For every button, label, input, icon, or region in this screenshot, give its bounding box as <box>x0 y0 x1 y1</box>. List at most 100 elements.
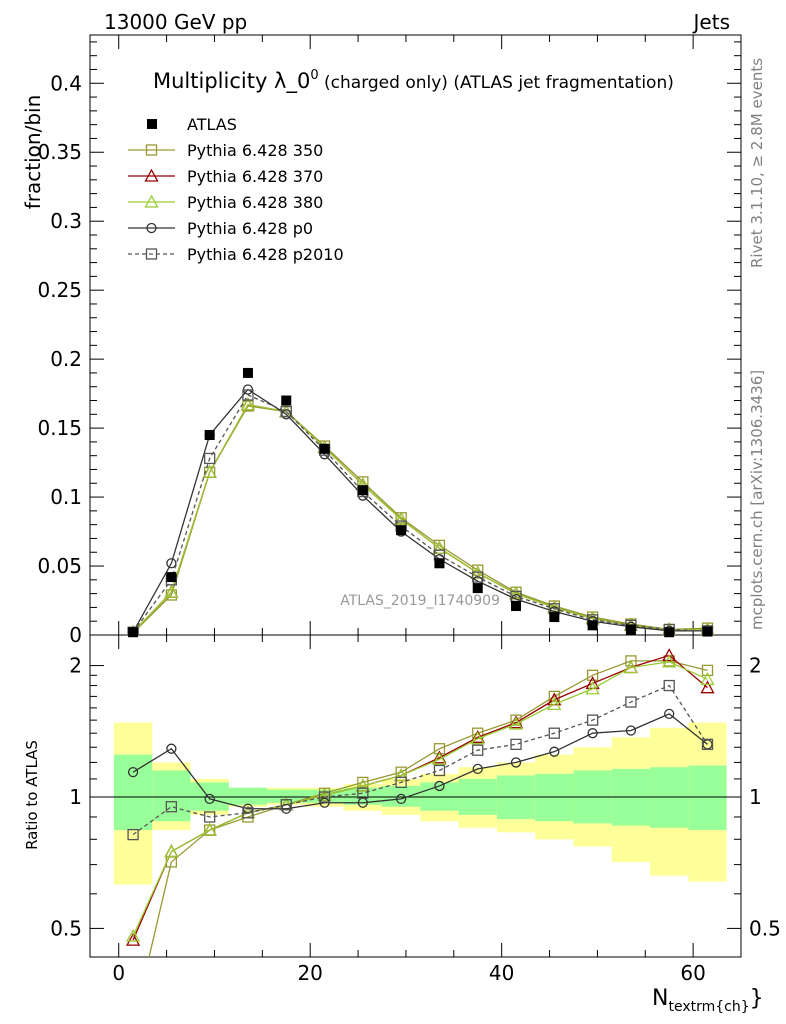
series-ratio-point <box>508 716 524 730</box>
legend-marker <box>144 194 159 208</box>
series-ratio-point <box>625 655 637 667</box>
top-y-tick-label: 0.35 <box>37 140 82 164</box>
series-layer <box>125 384 715 957</box>
series-ratio-point <box>510 757 522 768</box>
series-ratio-point <box>164 844 179 858</box>
series-ratio-point <box>472 763 483 775</box>
series-ratio-point <box>663 679 675 692</box>
series-ratio-point <box>355 778 370 792</box>
atlas-data-point <box>319 443 330 454</box>
top-y-tick-label: 0.15 <box>37 416 82 440</box>
legend-marker <box>145 144 158 156</box>
atlas-data-point <box>587 620 598 631</box>
series-ratio-point <box>701 738 714 751</box>
atlas-data-point <box>434 558 445 569</box>
inner-band-bin <box>688 765 727 831</box>
series-ratio-point <box>510 738 522 751</box>
series-ratio-point <box>319 797 330 808</box>
legend-label-p2010: Pythia 6.428 p2010 <box>187 245 344 264</box>
inner-band-bin <box>152 770 191 822</box>
series-ratio-point <box>127 766 139 778</box>
series-ratio-point <box>318 791 331 803</box>
series-ratio-point <box>623 660 638 674</box>
inner-band-bin <box>228 787 268 805</box>
bottom-y-axis-label: Ratio to ATLAS <box>23 740 41 850</box>
top-y-tick-label: 0.2 <box>50 347 82 371</box>
top-y-axis-label: fraction/bin <box>21 95 45 210</box>
series-ratio-point <box>664 708 675 720</box>
series-point <box>394 511 409 525</box>
ratio-y-tick-label: 1 <box>69 785 82 809</box>
ratio-y-tick-label-right: 1 <box>749 785 762 809</box>
atlas-data-point <box>242 367 253 378</box>
atlas-data-point <box>204 430 215 440</box>
series-ratio-point <box>548 690 560 703</box>
series-ratio-point <box>700 680 715 694</box>
atlas-data-point <box>396 525 407 536</box>
top-y-tick-label: 0.3 <box>50 209 82 233</box>
series-ratio-point <box>586 714 599 726</box>
series-ratio-line <box>148 660 708 957</box>
series-ratio-point <box>700 671 715 685</box>
ratio-y-tick-label: 0.5 <box>50 916 82 940</box>
legend-marker <box>144 168 159 182</box>
series-ratio-point <box>625 696 637 708</box>
series-point <box>166 558 177 569</box>
series-ratio-line <box>132 684 709 836</box>
series-ratio-point <box>242 807 254 819</box>
atlas-data-point <box>664 627 675 638</box>
header-jets-label: Jets <box>692 10 730 34</box>
series-point <box>242 389 254 401</box>
x-tick-label: 20 <box>297 961 322 985</box>
inner-band-bin <box>343 787 382 805</box>
series-ratio-point <box>432 751 447 765</box>
legend-label-atlas: ATLAS <box>187 115 237 134</box>
series-ratio-point <box>202 822 217 836</box>
legend-label-370: Pythia 6.428 370 <box>187 167 323 186</box>
legend-marker <box>146 222 157 234</box>
series-ratio-point <box>280 799 292 811</box>
legend-label-p0: Pythia 6.428 p0 <box>187 219 313 238</box>
series-ratio-point <box>585 681 600 695</box>
series-ratio-point <box>548 727 560 739</box>
legend-marker <box>145 248 158 260</box>
series-ratio-point <box>357 787 369 799</box>
series-ratio-point <box>549 746 560 757</box>
top-y-tick-label: 0.4 <box>50 71 82 95</box>
series-ratio-point <box>472 744 484 756</box>
series-ratio-point <box>625 725 637 736</box>
series-ratio-point <box>587 728 598 739</box>
top-y-tick-label: 0 <box>69 623 82 647</box>
series-ratio-point <box>662 648 677 662</box>
series-point <box>202 464 217 478</box>
series-ratio-point <box>701 664 714 677</box>
series-ratio-point <box>394 768 409 782</box>
series-point <box>432 540 447 554</box>
atlas-data-points <box>128 367 713 638</box>
inner-band-bin <box>113 754 153 831</box>
series-line <box>132 388 708 633</box>
uncertainty-bands <box>113 722 727 885</box>
series-ratio-point <box>127 828 139 841</box>
series-ratio-point <box>125 932 141 946</box>
mcplots-label: mcplots.cern.ch [arXiv:1306.3436] <box>748 370 766 630</box>
series-ratio-point <box>204 793 215 805</box>
analysis-watermark: ATLAS_2019_I1740909 <box>340 593 500 609</box>
series-point <box>204 452 216 465</box>
x-tick-label: 0 <box>112 961 125 985</box>
rivet-version-label: Rivet 3.1.10, ≥ 2.8M events <box>748 58 766 268</box>
series-ratio-point <box>433 764 446 777</box>
series-ratio-point <box>547 697 562 711</box>
plot-title: Multiplicity λ_00 (charged only) (ATLAS … <box>153 68 674 94</box>
series-ratio-point <box>586 669 599 681</box>
top-y-tick-label: 0.25 <box>37 278 82 302</box>
x-tick-label: 60 <box>680 961 705 985</box>
series-ratio-line <box>132 661 708 937</box>
inner-band-bin <box>267 789 306 803</box>
series-ratio-3 <box>127 708 713 814</box>
atlas-data-point <box>472 583 483 594</box>
series-point <box>164 584 179 598</box>
atlas-data-point <box>549 612 560 623</box>
series-ratio-point <box>165 801 178 813</box>
